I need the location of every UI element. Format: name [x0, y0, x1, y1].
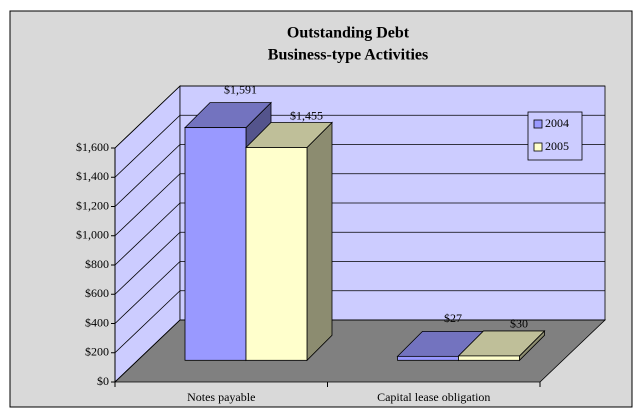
- bar: [184, 127, 247, 361]
- value-label: $1,455: [290, 108, 323, 122]
- bar-side: [306, 121, 333, 362]
- value-label: $1,591: [224, 82, 257, 96]
- grid-line: [114, 114, 181, 178]
- bar: [245, 147, 308, 361]
- x-tick-label: Notes payable: [187, 390, 255, 404]
- bar: [397, 355, 459, 361]
- grid-line: [114, 231, 181, 295]
- y-tick-label: $0: [97, 374, 109, 388]
- y-tick-label: $200: [85, 345, 109, 359]
- legend-label: 2004: [545, 116, 569, 130]
- legend-label: 2005: [545, 139, 569, 153]
- y-tick-label: $600: [85, 286, 109, 300]
- bar: [458, 355, 520, 361]
- chart-title: Outstanding Debt: [287, 25, 410, 42]
- y-tick-label: $1,400: [76, 169, 109, 183]
- y-tick-label: $400: [85, 315, 109, 329]
- y-tick-label: $1,000: [76, 228, 109, 242]
- y-tick-label: $1,200: [76, 198, 109, 212]
- legend-swatch: [533, 119, 543, 129]
- grid-line: [114, 144, 181, 207]
- value-label: $30: [510, 317, 528, 331]
- legend-swatch: [533, 142, 543, 152]
- y-tick-label: $1,600: [76, 140, 109, 154]
- x-tick-label: Capital lease obligation: [377, 390, 490, 404]
- grid-line: [114, 261, 181, 324]
- chart-subtitle: Business-type Activities: [268, 47, 428, 64]
- value-label: $27: [444, 311, 462, 325]
- grid-line: [114, 202, 181, 266]
- grid-line: [114, 290, 181, 354]
- grid-line: [114, 173, 181, 237]
- grid-line: [114, 85, 181, 149]
- y-tick-label: $800: [85, 257, 109, 271]
- grid-line: [114, 319, 181, 383]
